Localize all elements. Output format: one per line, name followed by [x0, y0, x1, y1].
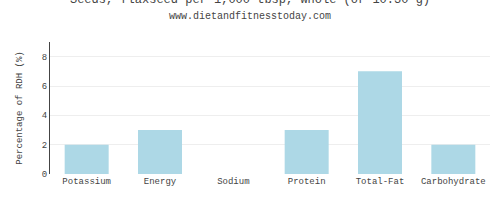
svg-text:0: 0	[42, 170, 47, 180]
svg-text:Total-Fat: Total-Fat	[356, 177, 405, 187]
svg-text:Sodium: Sodium	[217, 177, 249, 187]
svg-text:Carbohydrate: Carbohydrate	[421, 177, 486, 187]
svg-text:2: 2	[42, 141, 47, 151]
svg-text:8: 8	[42, 53, 47, 63]
svg-text:Potassium: Potassium	[62, 177, 111, 187]
svg-text:6: 6	[42, 82, 47, 92]
svg-text:4: 4	[42, 111, 47, 121]
svg-text:Energy: Energy	[144, 177, 177, 187]
svg-text:Protein: Protein	[288, 177, 326, 187]
svg-text:Seeds, flaxseed per 1,000 tbsp: Seeds, flaxseed per 1,000 tbsp, whole (o…	[70, 0, 430, 22]
svg-text:Percentage of RDH (%): Percentage of RDH (%)	[15, 51, 25, 164]
